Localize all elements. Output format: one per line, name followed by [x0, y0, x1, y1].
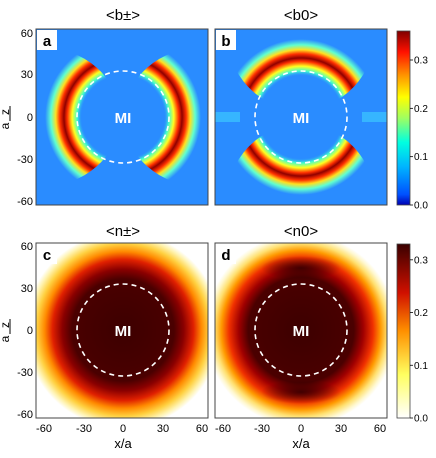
panel-a-letter: a [43, 33, 52, 50]
panel-a-mi-boundary [76, 70, 170, 164]
panel-b-mi-label: MI [293, 110, 310, 127]
x-tick-d-0: -60 [215, 423, 231, 435]
panel-a-ylabel-bottom: a [0, 122, 12, 129]
y-tick-c-3: -30 [17, 367, 33, 379]
panel-c-xlabel: x/a [114, 436, 132, 451]
panel-a-mi-label: MI [115, 110, 132, 127]
x-tick-c-4: 60 [196, 423, 208, 435]
panel-d-frame [214, 242, 388, 419]
x-tick-c-0: -60 [36, 423, 52, 435]
panel-b-mi-boundary [254, 70, 348, 164]
panel-b-frame [214, 28, 388, 206]
y-tick-c-1: 30 [21, 283, 33, 295]
panel-d-letter: d [221, 247, 230, 264]
y-tick-a-1: 30 [21, 69, 33, 81]
panel-a-letter-box [37, 30, 57, 50]
colorbar-bottom-tick-1: 0.2 [414, 308, 428, 319]
colorbar-bottom [396, 243, 411, 419]
colorbar-top-tick-0: 0.3 [414, 56, 428, 67]
panel-c-ylabel: z a [0, 319, 12, 342]
panel-d [215, 243, 387, 418]
y-tick-c-0: 60 [21, 241, 33, 253]
y-tick-c-4: -60 [17, 409, 33, 421]
colorbar-top [396, 30, 411, 206]
panel-c-letter: c [43, 247, 51, 264]
x-tick-d-3: 30 [335, 423, 347, 435]
x-tick-d-2: 0 [298, 423, 304, 435]
y-tick-c-2: 0 [27, 325, 33, 337]
panel-b [215, 29, 387, 205]
colorbar-bottom-ticks: 0.3 0.2 0.1 0.0 [410, 255, 428, 425]
y-tick-a-2: 0 [27, 112, 33, 124]
panel-a-frame [35, 28, 209, 206]
panel-c-ylabel-top: z [0, 322, 12, 328]
panel-c-title: <n±> [106, 223, 140, 240]
panel-a-y-ticks: 60 30 0 -30 -60 [17, 28, 33, 208]
colorbar-bottom-tick-3: 0.0 [414, 414, 428, 425]
y-tick-a-4: -60 [17, 196, 33, 208]
colorbar-top-tick-1: 0.2 [414, 104, 428, 115]
panel-c-mi-label: MI [115, 323, 132, 340]
panel-b-letter-box [216, 30, 236, 50]
panel-d-letter-box [216, 244, 236, 264]
panel-b-title: <b0> [284, 7, 318, 24]
panel-c-mi-boundary [76, 283, 170, 377]
x-tick-d-1: -30 [254, 423, 270, 435]
panel-d-xlabel: x/a [292, 436, 310, 451]
panel-d-title: <n0> [284, 223, 318, 240]
panel-c-y-ticks: 60 30 0 -30 -60 [17, 241, 33, 421]
panel-a-title: <b±> [106, 7, 140, 24]
panel-a-ylabel-top: z [0, 109, 12, 115]
colorbar-top-tick-3: 0.0 [414, 201, 428, 212]
panel-a [36, 29, 208, 205]
panel-b-letter: b [221, 33, 230, 50]
colorbar-bottom-tick-2: 0.1 [414, 361, 428, 372]
panel-d-x-ticks: -60 -30 0 30 60 [215, 423, 386, 435]
x-tick-d-4: 60 [374, 423, 386, 435]
colorbar-top-ticks: 0.3 0.2 0.1 0.0 [410, 56, 428, 212]
colorbar-top-tick-2: 0.1 [414, 152, 428, 163]
panel-c-frame [35, 242, 209, 419]
panel-d-mi-boundary [254, 283, 348, 377]
panel-d-mi-label: MI [293, 323, 310, 340]
x-tick-c-1: -30 [76, 423, 92, 435]
colorbar-bottom-tick-0: 0.3 [414, 255, 428, 266]
x-tick-c-2: 0 [120, 423, 126, 435]
y-tick-a-0: 60 [21, 28, 33, 40]
y-tick-a-3: -30 [17, 154, 33, 166]
panel-a-ylabel: z a [0, 106, 12, 129]
panel-c-x-ticks: -60 -30 0 30 60 [36, 423, 208, 435]
x-tick-c-3: 30 [157, 423, 169, 435]
panel-c [36, 243, 208, 418]
panel-c-ylabel-bottom: a [0, 335, 12, 342]
panel-c-letter-box [37, 244, 57, 264]
